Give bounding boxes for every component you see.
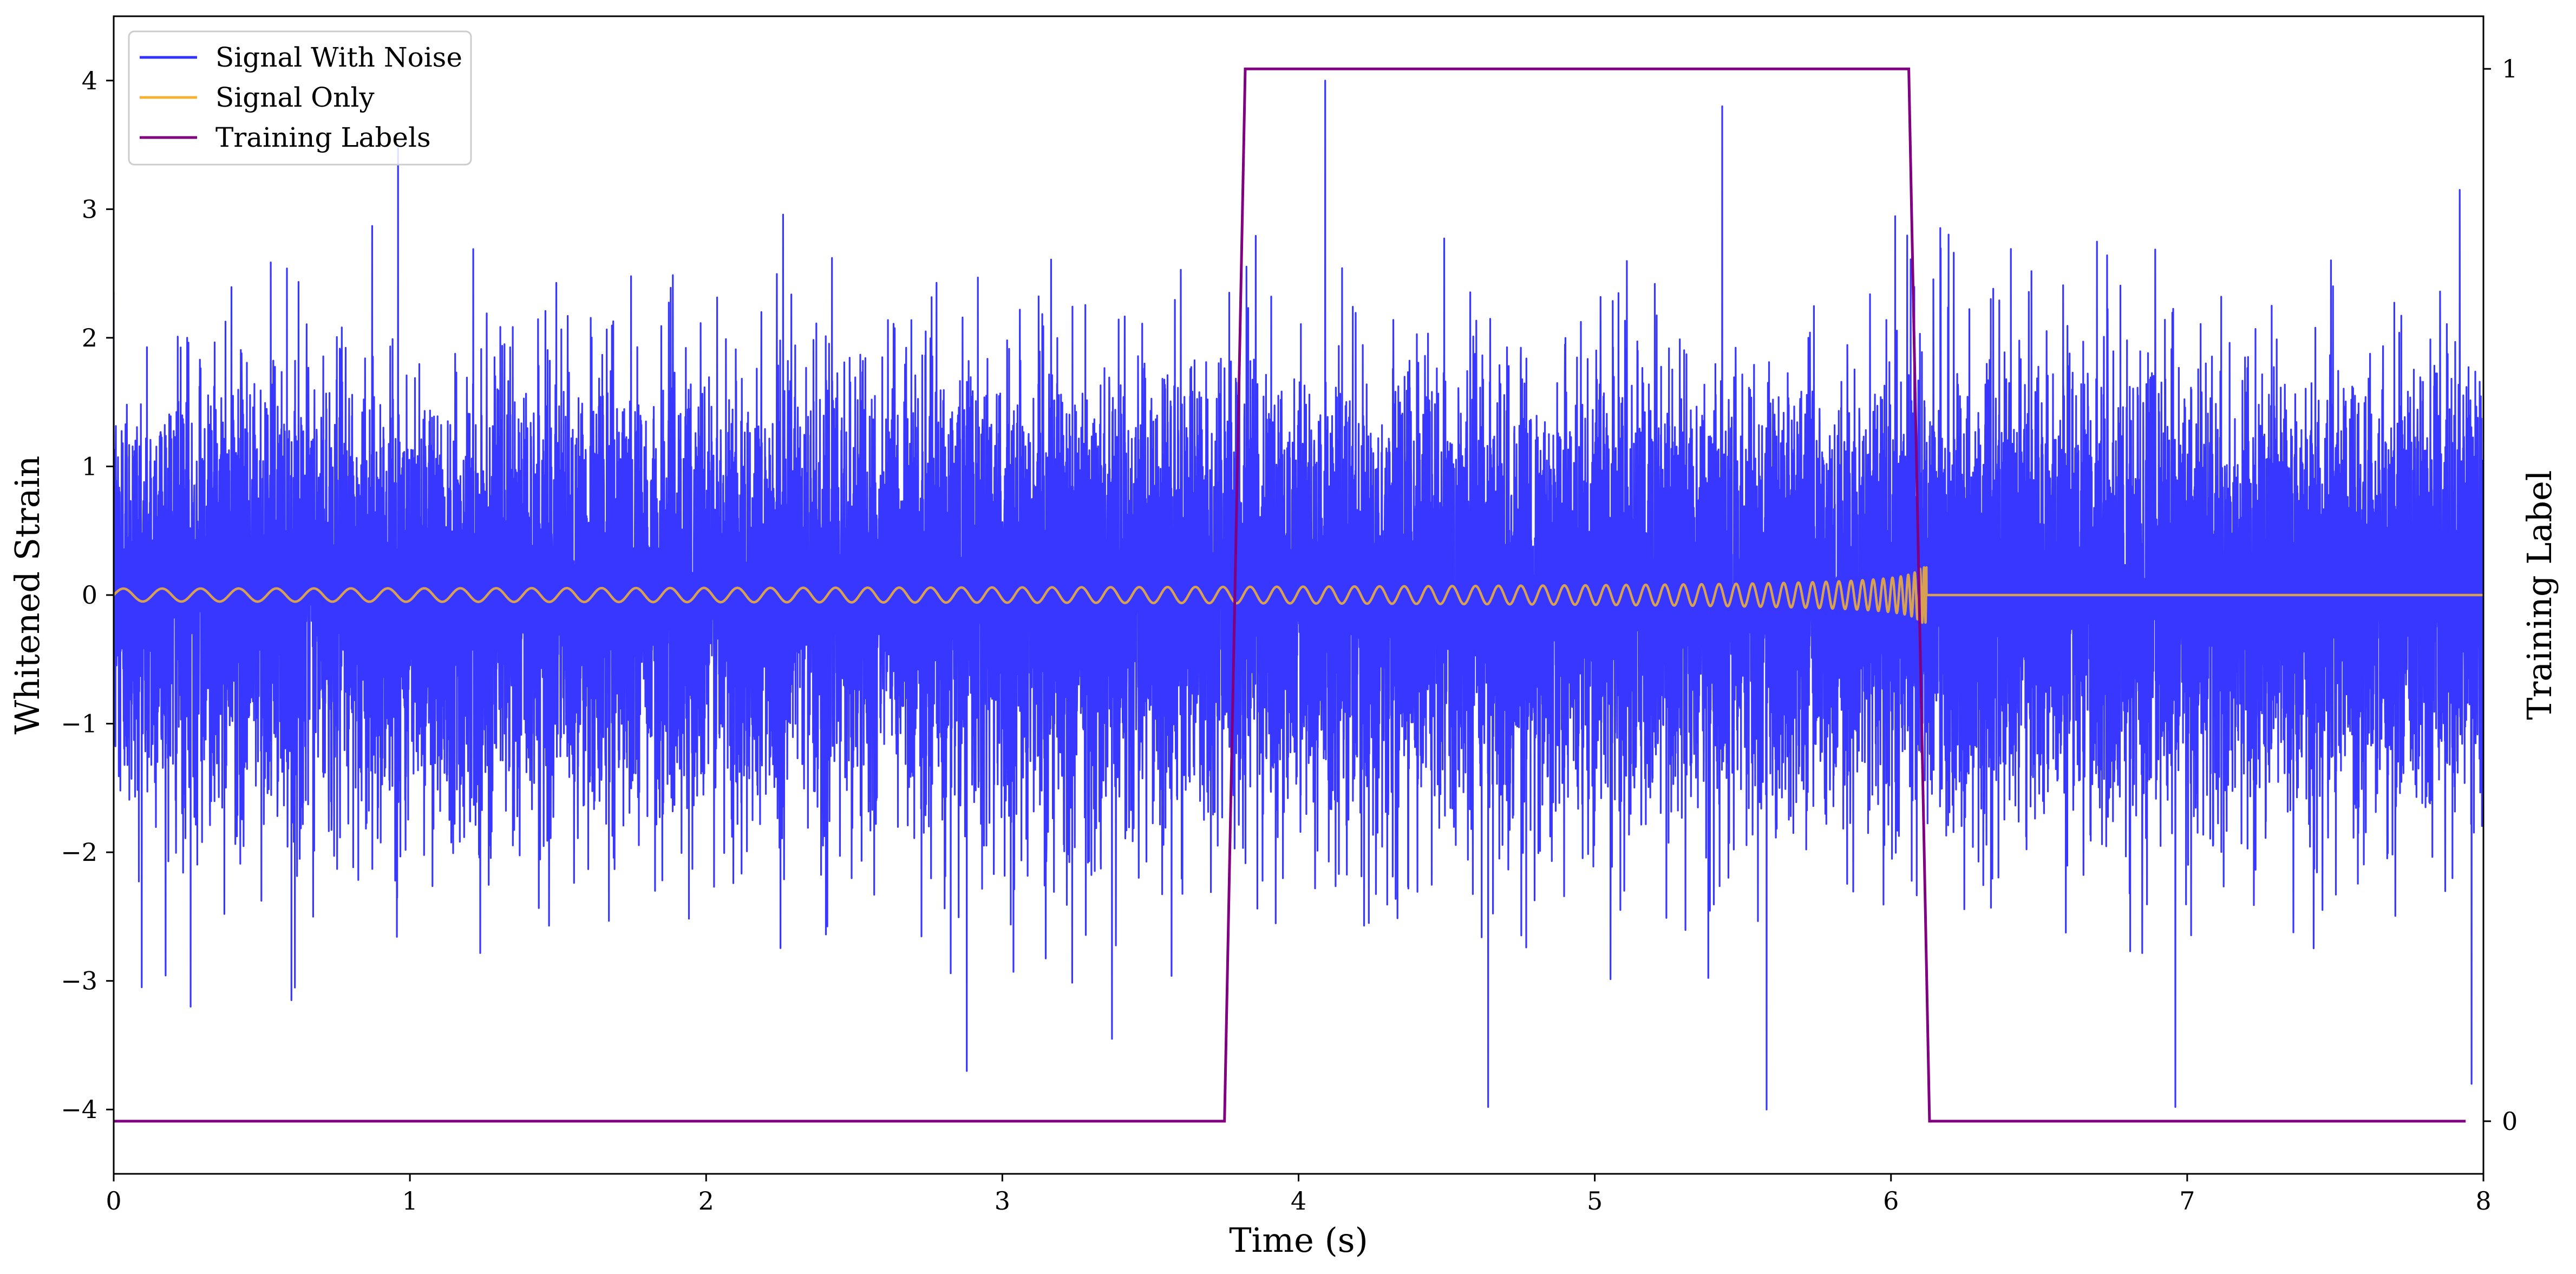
x-tick-label: 5 bbox=[1587, 1186, 1603, 1216]
legend-item: Signal Only bbox=[140, 82, 375, 113]
series-signal-only bbox=[114, 566, 2483, 624]
y2-tick-label: 0 bbox=[2502, 1107, 2518, 1136]
x-axis: 0 1 2 3 4 5 6 7 8 bbox=[106, 1174, 2492, 1216]
y-tick-label: −4 bbox=[61, 1095, 97, 1124]
legend-label: Signal Only bbox=[215, 82, 375, 113]
series-layer bbox=[114, 67, 2483, 1123]
y2-tick-label: 1 bbox=[2502, 54, 2518, 83]
legend: Signal With Noise Signal Only Training Lab… bbox=[128, 30, 472, 166]
plot-area bbox=[114, 67, 2483, 1123]
legend-item: Training Labels bbox=[140, 122, 431, 153]
x-tick-label: 4 bbox=[1291, 1186, 1306, 1216]
y-axis-label: Whitened Strain bbox=[8, 456, 47, 735]
series-training-labels bbox=[114, 67, 2466, 1123]
legend-label: Signal With Noise bbox=[215, 42, 462, 73]
y-tick-label: −3 bbox=[61, 966, 97, 996]
y-tick-label: −1 bbox=[61, 709, 97, 739]
y-axis-left: −4 −3 −2 −1 0 1 2 3 4 bbox=[61, 66, 114, 1124]
y2-axis-label: Training Label bbox=[2520, 470, 2559, 720]
x-tick-label: 8 bbox=[2475, 1186, 2491, 1216]
legend-label: Training Labels bbox=[215, 122, 431, 153]
y-tick-label: 2 bbox=[82, 323, 97, 352]
x-tick-label: 0 bbox=[106, 1186, 121, 1216]
y-tick-label: 3 bbox=[82, 194, 97, 224]
x-axis-label: Time (s) bbox=[1229, 1220, 1368, 1260]
series-signal-with-noise bbox=[114, 80, 2483, 1110]
y-tick-label: −2 bbox=[61, 838, 97, 867]
x-tick-label: 2 bbox=[698, 1186, 714, 1216]
x-tick-label: 1 bbox=[402, 1186, 417, 1216]
x-tick-label: 6 bbox=[1883, 1186, 1899, 1216]
y-axis-right: 01 bbox=[2483, 54, 2518, 1136]
x-tick-label: 7 bbox=[2179, 1186, 2195, 1216]
y-tick-label: 1 bbox=[82, 452, 97, 481]
legend-item: Signal With Noise bbox=[140, 42, 462, 73]
legend-box bbox=[128, 30, 472, 166]
y-tick-label: 4 bbox=[82, 66, 97, 95]
y-tick-label: 0 bbox=[82, 580, 97, 610]
x-tick-label: 3 bbox=[995, 1186, 1010, 1216]
